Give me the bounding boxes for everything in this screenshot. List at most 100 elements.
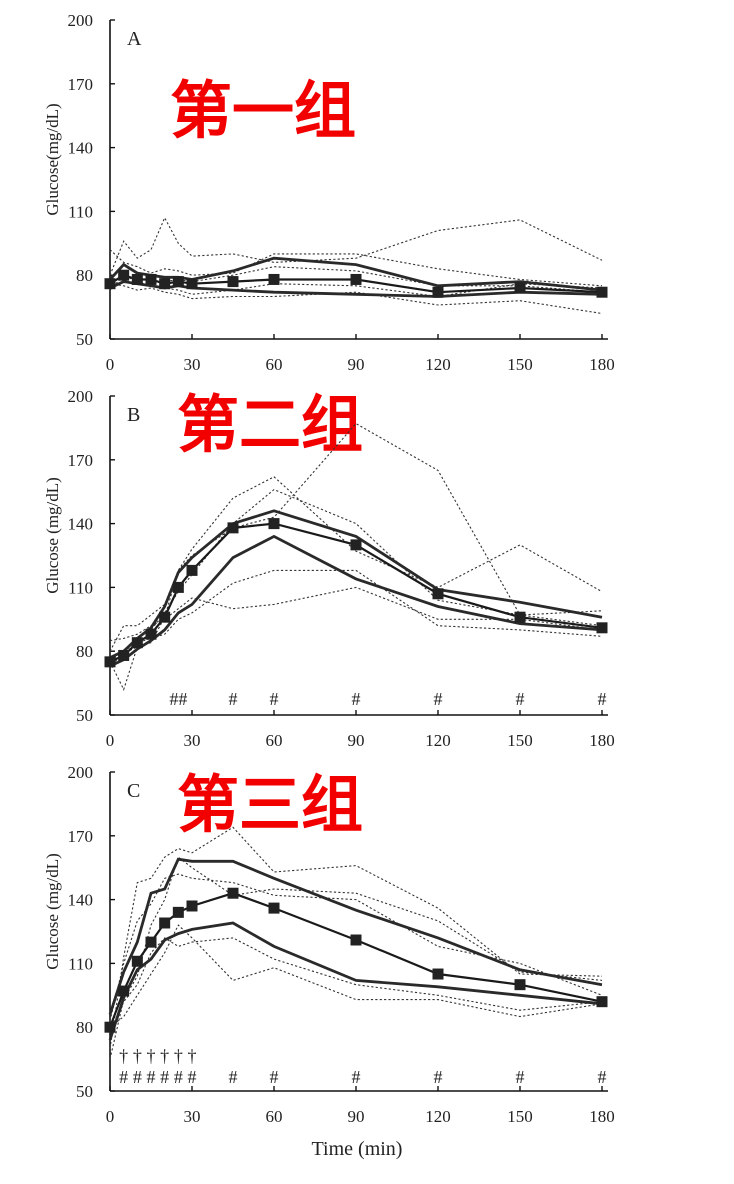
- mean-point: [350, 934, 362, 946]
- panel-letter: C: [127, 780, 140, 802]
- bound-line: [108, 921, 603, 1041]
- mean-point: [268, 902, 280, 914]
- mean-point: [159, 278, 171, 290]
- y-tick-label: 50: [76, 1082, 93, 1101]
- individual-line: [109, 937, 603, 1038]
- panel-b: 50 80 110 140 170 200 0 30 60 90 120 150 180 Glucose …: [43, 387, 615, 750]
- mean-point: [186, 564, 198, 576]
- mean-point: [432, 588, 444, 600]
- mean-point: [131, 273, 143, 285]
- significance-marker: #: [188, 1067, 197, 1087]
- individual-line: [109, 924, 603, 1028]
- x-tick-label: 120: [425, 1107, 451, 1126]
- mean-point: [131, 955, 143, 967]
- y-tick-label: 200: [68, 11, 94, 30]
- panel-a: 50 80 110 140 170 200 0 30 60 90 120 150 180 Glucose(…: [43, 11, 615, 374]
- x-tick-label: 30: [184, 731, 201, 750]
- mean-point: [432, 286, 444, 298]
- mean-point: [104, 1021, 116, 1033]
- dagger-marker: †: [188, 1046, 197, 1066]
- y-axis-label: Glucose (mg/dL): [43, 477, 62, 594]
- individual-line: [109, 422, 603, 691]
- mean-point: [145, 628, 157, 640]
- individual-line: [109, 488, 603, 661]
- individual-line: [109, 216, 603, 276]
- y-tick-label: 170: [68, 75, 94, 94]
- significance-marker: #: [229, 1067, 238, 1087]
- panel-c: 50 80 110 140 170 200 0 30 60 90 120 150 180 Glucose …: [43, 763, 615, 1126]
- y-tick-label: 110: [68, 202, 93, 221]
- significance-marker: #: [352, 1067, 361, 1087]
- mean-point: [227, 522, 239, 534]
- significance-marker: #: [434, 1067, 443, 1087]
- mean-point: [596, 996, 608, 1008]
- individual-line: [109, 569, 603, 669]
- group-title: 第一组: [170, 74, 356, 147]
- bound-line: [108, 857, 603, 1015]
- x-tick-label: 90: [348, 1107, 365, 1126]
- mean-point: [268, 518, 280, 530]
- mean-point: [118, 649, 130, 661]
- y-tick-label: 140: [68, 139, 94, 158]
- panel-letter: B: [127, 404, 140, 426]
- mean-point: [172, 581, 184, 593]
- significance-marker: #: [516, 1067, 525, 1087]
- x-tick-label: 60: [266, 355, 283, 374]
- mean-point: [186, 278, 198, 290]
- mean-point: [104, 278, 116, 290]
- significance-marker: #: [160, 1067, 169, 1087]
- mean-point: [432, 968, 444, 980]
- dagger-marker: †: [147, 1046, 156, 1066]
- x-tick-label: 0: [106, 731, 115, 750]
- significance-marker: #: [270, 1067, 279, 1087]
- y-axis-label: Glucose (mg/dL): [43, 853, 62, 970]
- mean-point: [186, 900, 198, 912]
- mean-point: [104, 656, 116, 668]
- x-tick-label: 60: [266, 1107, 283, 1126]
- group-title: 第三组: [177, 768, 363, 841]
- mean-point: [159, 611, 171, 623]
- significance-marker: #: [133, 1067, 142, 1087]
- mean-point: [514, 611, 526, 623]
- x-tick-label: 30: [184, 1107, 201, 1126]
- mean-point: [227, 887, 239, 899]
- x-axis-title: Time (min): [312, 1138, 403, 1160]
- mean-point: [172, 906, 184, 918]
- x-tick-label: 90: [348, 355, 365, 374]
- mean-point: [145, 273, 157, 285]
- y-tick-label: 110: [68, 578, 93, 597]
- significance-marker: #: [352, 689, 361, 709]
- mean-point: [596, 622, 608, 634]
- x-tick-label: 150: [507, 731, 533, 750]
- mean-point: [514, 282, 526, 294]
- y-tick-label: 200: [68, 763, 94, 782]
- significance-marker: #: [174, 1067, 183, 1087]
- x-tick-label: 150: [507, 1107, 533, 1126]
- individual-line: [109, 586, 603, 642]
- mean-point: [118, 269, 130, 281]
- mean-point: [514, 979, 526, 991]
- group-title: 第二组: [177, 388, 363, 461]
- mean-point: [118, 985, 130, 997]
- significance-marker: #: [147, 1067, 156, 1087]
- significance-marker: #: [434, 689, 443, 709]
- individual-line: [109, 826, 603, 1049]
- mean-point: [131, 637, 143, 649]
- y-tick-label: 110: [68, 954, 93, 973]
- mean-point: [350, 273, 362, 285]
- significance-marker: #: [598, 689, 607, 709]
- x-tick-label: 120: [425, 355, 451, 374]
- x-tick-label: 180: [589, 1107, 615, 1126]
- x-tick-label: 90: [348, 731, 365, 750]
- x-tick-label: 120: [425, 731, 451, 750]
- x-tick-label: 180: [589, 731, 615, 750]
- y-tick-label: 80: [76, 1018, 93, 1037]
- significance-marker: #: [598, 1067, 607, 1087]
- y-tick-label: 140: [68, 891, 94, 910]
- individual-line: [109, 249, 603, 287]
- x-tick-label: 30: [184, 355, 201, 374]
- x-tick-label: 0: [106, 355, 115, 374]
- x-tick-label: 0: [106, 1107, 115, 1126]
- y-tick-label: 80: [76, 642, 93, 661]
- x-tick-label: 60: [266, 731, 283, 750]
